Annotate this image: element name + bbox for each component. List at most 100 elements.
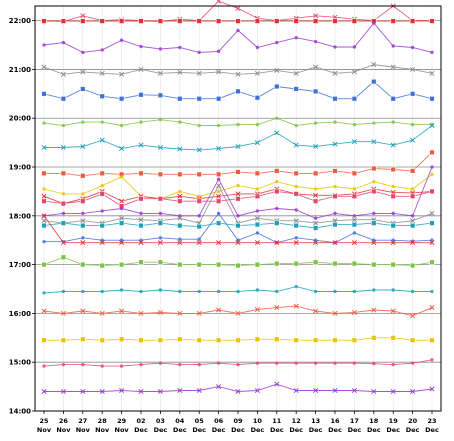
data-point [352, 214, 357, 218]
data-point [61, 40, 66, 45]
data-point [274, 381, 280, 387]
series-5 [42, 116, 434, 128]
data-point [410, 361, 415, 365]
data-point [255, 209, 260, 213]
data-point [139, 289, 143, 294]
data-point [158, 288, 163, 292]
data-point [351, 387, 357, 394]
x-tick-label-day: 26 [59, 417, 69, 425]
x-tick-label-month: Dec [270, 426, 284, 434]
data-point [255, 45, 260, 50]
data-point [41, 218, 47, 224]
data-point [100, 238, 104, 242]
data-point [391, 288, 395, 292]
x-tick-label-month: Nov [76, 426, 91, 434]
x-tick-label-day: 20 [408, 417, 418, 425]
data-point [197, 362, 201, 367]
data-point [236, 289, 240, 294]
x-tick-label-month: Dec [289, 426, 303, 434]
data-point [177, 171, 183, 178]
data-point [119, 38, 124, 42]
x-tick-label-day: 10 [253, 417, 263, 425]
data-point [197, 194, 201, 199]
data-point [197, 123, 201, 128]
data-point [138, 196, 144, 202]
data-point [352, 361, 357, 365]
data-point [293, 222, 299, 229]
data-point [99, 222, 105, 229]
y-tick-label: 22:00 [9, 17, 31, 25]
data-point [313, 387, 319, 394]
data-point [352, 231, 357, 235]
data-point [215, 261, 222, 268]
data-point [99, 310, 105, 316]
data-point [158, 361, 163, 365]
data-point [80, 261, 86, 268]
data-point [275, 116, 279, 120]
data-point [313, 361, 318, 365]
data-point [390, 335, 396, 341]
data-point [313, 187, 318, 191]
data-point [138, 92, 144, 98]
data-point [216, 384, 222, 390]
x-tick-label-month: Dec [134, 426, 148, 434]
data-point [235, 262, 241, 269]
data-point [100, 183, 104, 188]
data-point [333, 289, 337, 294]
x-tick-label-month: Dec [367, 426, 381, 434]
x-tick-label-day: 06 [214, 417, 224, 425]
data-point [157, 240, 163, 246]
data-point [332, 260, 338, 267]
data-point [255, 361, 260, 365]
y-tick-label: 21:00 [9, 66, 31, 74]
series-2 [42, 21, 434, 55]
data-point [178, 237, 182, 241]
data-point [81, 289, 85, 294]
data-point [409, 262, 416, 269]
data-point [216, 123, 221, 128]
data-point [139, 211, 143, 216]
data-point [196, 18, 202, 24]
data-point [138, 388, 144, 395]
data-point [274, 67, 280, 73]
data-point [177, 222, 183, 229]
data-point [312, 18, 319, 24]
data-point [157, 388, 163, 395]
data-point [351, 337, 358, 343]
data-point [371, 78, 377, 85]
series-11 [42, 165, 434, 220]
data-point [80, 336, 86, 342]
data-point [254, 306, 260, 313]
data-point [294, 236, 298, 240]
data-point [118, 261, 125, 268]
data-point [255, 231, 260, 235]
data-point [313, 289, 318, 294]
data-point [293, 86, 299, 92]
data-point [41, 337, 47, 343]
data-point [372, 211, 376, 216]
data-point [60, 71, 66, 77]
x-tick-label-day: 03 [156, 417, 165, 425]
data-point [215, 96, 222, 102]
data-point [274, 240, 280, 246]
data-point [177, 198, 183, 204]
data-point [274, 18, 280, 24]
data-point [313, 238, 318, 242]
data-point [119, 206, 124, 211]
data-point [430, 122, 434, 127]
data-point [351, 260, 358, 267]
data-point [371, 261, 377, 268]
data-point [118, 96, 125, 102]
data-point [430, 289, 434, 294]
data-point [157, 70, 163, 76]
data-point [236, 362, 240, 367]
data-point [80, 86, 86, 92]
data-point [215, 171, 222, 178]
x-tick-label-day: 09 [233, 417, 243, 425]
data-point [81, 211, 85, 216]
data-point [236, 183, 240, 188]
data-point [158, 117, 163, 122]
data-point [99, 191, 105, 197]
data-point [409, 193, 416, 200]
